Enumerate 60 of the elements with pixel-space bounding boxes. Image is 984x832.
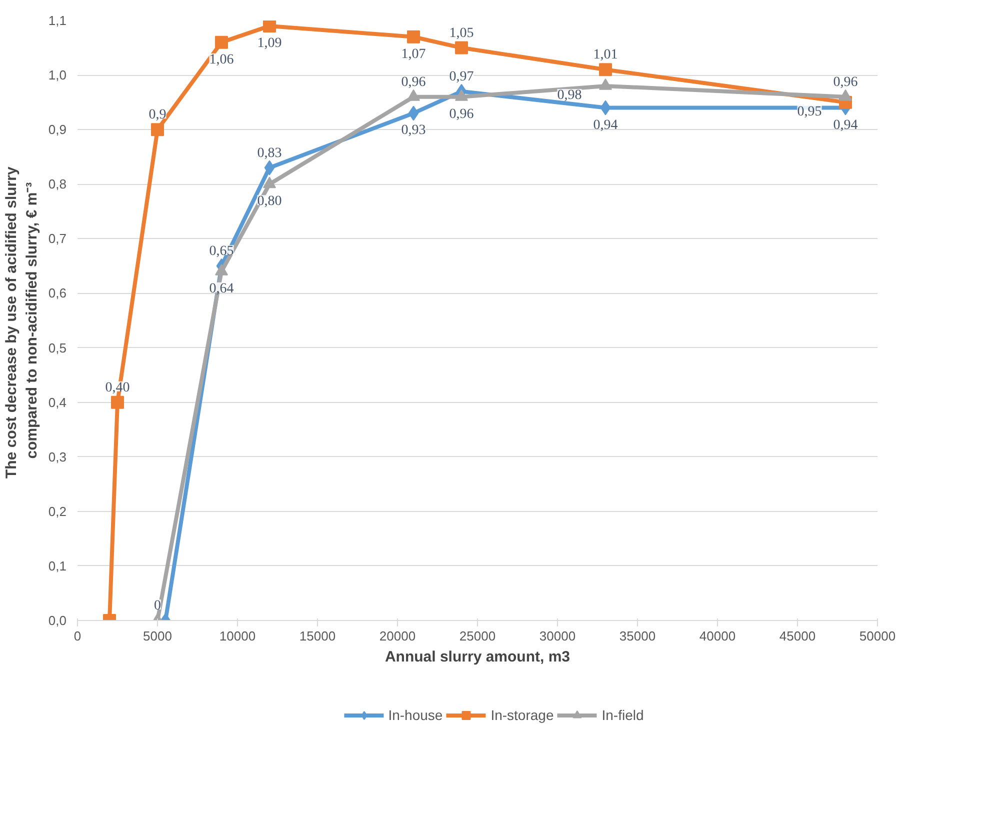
point bbox=[263, 20, 276, 32]
data-label: 0,40 bbox=[105, 380, 130, 396]
data-label: 0,83 bbox=[257, 146, 282, 161]
data-label: 0,80 bbox=[257, 194, 282, 210]
data-label: 1,05 bbox=[449, 26, 474, 41]
legend-label: In-house bbox=[388, 707, 443, 723]
x-tick-label: 40000 bbox=[699, 628, 736, 644]
x-tick-label: 25000 bbox=[459, 628, 496, 644]
point bbox=[408, 106, 419, 121]
data-label: 0,9 bbox=[148, 108, 166, 123]
x-tick-label: 10000 bbox=[219, 628, 256, 644]
data-label: 0,64 bbox=[209, 281, 234, 296]
data-label: 0,93 bbox=[401, 123, 426, 138]
data-label: 0,94 bbox=[593, 118, 618, 133]
point bbox=[600, 100, 611, 116]
x-axis-title: Annual slurry amount, m3 bbox=[384, 648, 570, 666]
point bbox=[264, 160, 275, 176]
data-label: 0,98 bbox=[557, 88, 582, 103]
y-tick-label: 0,4 bbox=[48, 394, 67, 410]
x-tick-label: 50000 bbox=[859, 628, 896, 644]
data-label: 0,65 bbox=[209, 244, 234, 259]
data-label: 0,94 bbox=[833, 118, 858, 133]
point bbox=[599, 63, 612, 76]
y-tick-label: 0,2 bbox=[48, 504, 67, 519]
x-tick-label: 30000 bbox=[539, 628, 576, 644]
y-tick-label: 0,6 bbox=[48, 286, 67, 301]
y-tick-label: 0,3 bbox=[48, 449, 67, 464]
y-tick-label: 0,9 bbox=[48, 122, 67, 138]
legend-label: In-field bbox=[602, 707, 644, 723]
data-label: 1,06 bbox=[209, 52, 234, 68]
point bbox=[215, 36, 228, 49]
y-axis-title: The cost decrease by use of acidified slurry compared to non-acidified slurry, € m⁻³ bbox=[3, 166, 40, 478]
x-tick-label: 15000 bbox=[299, 628, 336, 644]
data-label: 1,01 bbox=[593, 48, 618, 63]
data-label: 1,09 bbox=[257, 36, 282, 51]
legend-label: In-storage bbox=[490, 707, 554, 723]
y-tick-label: 0,5 bbox=[48, 340, 67, 356]
x-tick-label: 35000 bbox=[619, 628, 656, 644]
x-tick-label: 20000 bbox=[379, 628, 416, 644]
point bbox=[151, 123, 164, 136]
y-tick-label: 0,0 bbox=[48, 613, 67, 628]
data-label: 0,96 bbox=[401, 74, 426, 90]
data-label: 0,96 bbox=[449, 106, 474, 122]
y-tick-label: 0,8 bbox=[48, 176, 67, 192]
point bbox=[215, 264, 228, 276]
y-tick-label: 0,1 bbox=[48, 558, 67, 574]
y-tick-label: 0,7 bbox=[48, 231, 67, 246]
x-tick-label: 0 bbox=[74, 628, 82, 644]
data-label: 0,97 bbox=[449, 69, 474, 84]
x-tick-label: 5000 bbox=[143, 628, 172, 644]
x-tick-label: 45000 bbox=[779, 628, 816, 644]
point bbox=[263, 176, 276, 188]
data-label: 0,95 bbox=[797, 104, 822, 120]
point bbox=[455, 41, 468, 54]
data-label: 0,96 bbox=[833, 74, 858, 90]
y-tick-label: 1,1 bbox=[48, 13, 67, 28]
y-tick-label: 1,0 bbox=[48, 68, 67, 83]
data-label: 1,07 bbox=[401, 46, 426, 62]
point bbox=[407, 30, 420, 44]
data-label: 0 bbox=[154, 598, 161, 614]
